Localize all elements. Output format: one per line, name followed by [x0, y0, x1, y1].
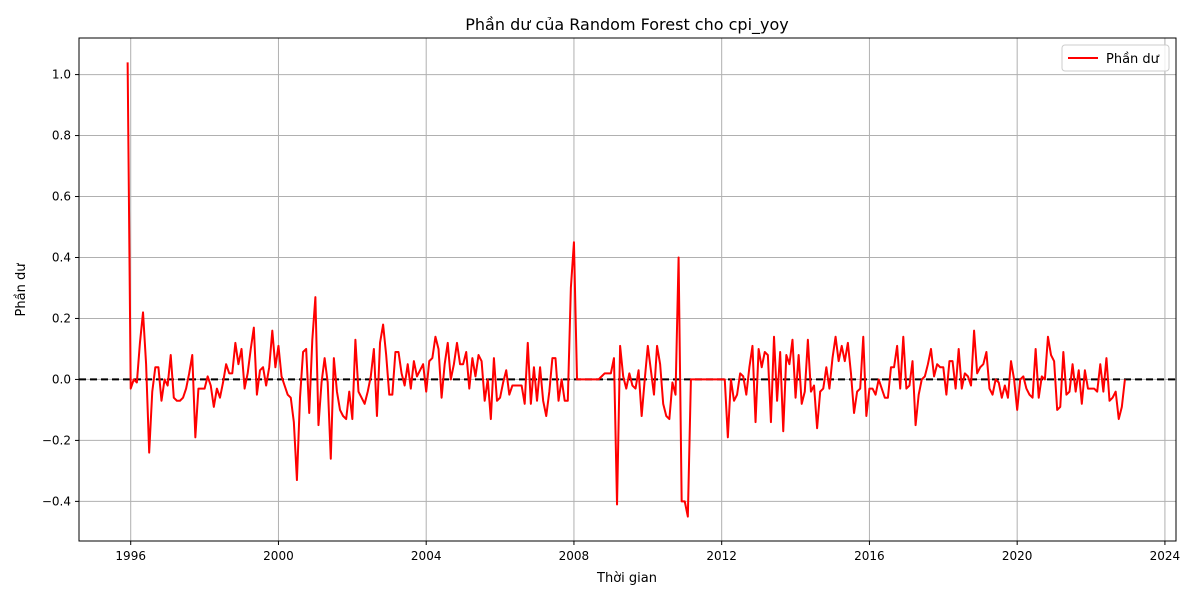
y-axis-ticks: −0.4 −0.2 0.0 0.2 0.4 0.6 0.8 1.0 — [42, 68, 79, 508]
chart-title: Phần dư của Random Forest cho cpi_yoy — [465, 15, 788, 35]
y-axis-label: Phần dư — [14, 263, 29, 317]
y-tick-label: 1.0 — [52, 68, 71, 82]
legend: Phần dư — [1061, 44, 1170, 72]
x-tick-label: 2024 — [1150, 549, 1181, 563]
legend-label: Phần dư — [1106, 52, 1160, 67]
x-tick-label: 1996 — [115, 549, 146, 563]
x-tick-label: 2008 — [559, 549, 590, 563]
x-tick-label: 2020 — [1002, 549, 1033, 563]
y-tick-label: −0.4 — [42, 494, 71, 508]
y-tick-label: 0.2 — [52, 311, 71, 325]
y-tick-label: 0.0 — [52, 372, 71, 386]
x-tick-label: 2012 — [706, 549, 737, 563]
x-tick-label: 2000 — [263, 549, 294, 563]
legend-box — [1061, 44, 1170, 72]
x-tick-label: 2004 — [411, 549, 442, 563]
x-tick-label: 2016 — [854, 549, 885, 563]
residual-series-line — [126, 62, 1126, 518]
y-tick-label: 0.8 — [52, 129, 71, 143]
series-layer — [126, 62, 1126, 518]
x-axis-label: Thời gian — [596, 571, 657, 586]
y-tick-label: 0.4 — [52, 250, 71, 264]
plot-frame — [78, 37, 1177, 542]
y-tick-label: 0.6 — [52, 190, 71, 204]
y-tick-label: −0.2 — [42, 433, 71, 447]
x-axis-ticks: 1996 2000 2004 2008 2012 2016 2020 2024 — [115, 541, 1180, 563]
